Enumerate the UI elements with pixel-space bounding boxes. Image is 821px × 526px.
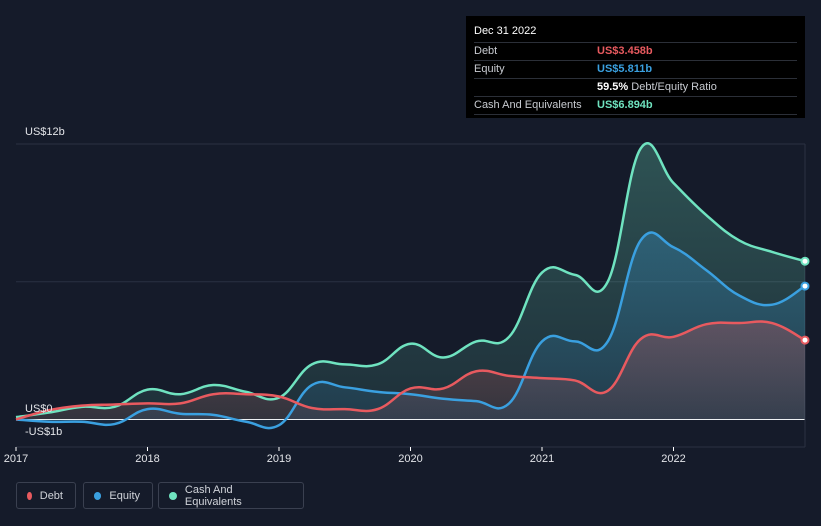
chart-lines [15,142,806,430]
debt-endpoint [800,335,810,345]
tooltip-cash-value: US$6.894b [597,99,653,111]
legend-cash-label: Cash And Equivalents [184,483,242,508]
debt-line [15,320,806,421]
debt-dot-icon [27,491,32,500]
tooltip-row-debt: Debt US$3.458b [474,42,797,60]
legend-debt[interactable]: Debt [16,482,76,509]
cash-dot-icon [169,491,177,500]
legend-equity[interactable]: Equity [83,482,153,509]
y-label-bottom: -US$1b [25,426,62,438]
legend-cash[interactable]: Cash And Equivalents [158,482,304,509]
x-tick-label: 2019 [267,453,291,465]
legend-debt-label: Debt [39,489,63,502]
x-axis: 2017 2018 2019 2020 2021 2022 [4,447,686,465]
x-tick-label: 2020 [398,453,422,465]
ratio-label: Debt/Equity Ratio [631,81,717,93]
equity-line [15,231,806,430]
tooltip-ratio-value: 59.5% Debt/Equity Ratio [597,79,717,96]
x-tick-label: 2022 [661,453,685,465]
tooltip-row-cash: Cash And Equivalents US$6.894b [474,96,797,115]
chart-endpoints [800,256,810,345]
x-tick-label: 2017 [4,453,28,465]
data-tooltip: Dec 31 2022 Debt US$3.458b Equity US$5.8… [466,16,805,118]
x-tick-label: 2018 [135,453,159,465]
tooltip-debt-value: US$3.458b [597,45,653,57]
tooltip-cash-label: Cash And Equivalents [474,99,582,111]
y-label-top: US$12b [25,126,65,138]
cash-and-equivalents-line [15,142,806,419]
chart-areas [16,143,805,429]
tooltip-row-equity: Equity US$5.811b [474,60,797,78]
x-tick-label: 2021 [530,453,554,465]
equity-area [16,232,805,429]
tooltip-equity-label: Equity [474,63,505,75]
equity-endpoint [800,281,810,291]
ratio-value: 59.5% [597,81,629,93]
tooltip-debt-label: Debt [474,45,498,57]
tooltip-row-ratio: 59.5% Debt/Equity Ratio [474,78,797,96]
equity-dot-icon [94,491,102,500]
cash-and-equivalents-endpoint [800,256,810,266]
tooltip-date: Dec 31 2022 [474,25,537,37]
tooltip-equity-value: US$5.811b [597,63,653,75]
y-label-zero: US$0 [25,403,53,415]
legend-equity-label: Equity [109,489,140,502]
